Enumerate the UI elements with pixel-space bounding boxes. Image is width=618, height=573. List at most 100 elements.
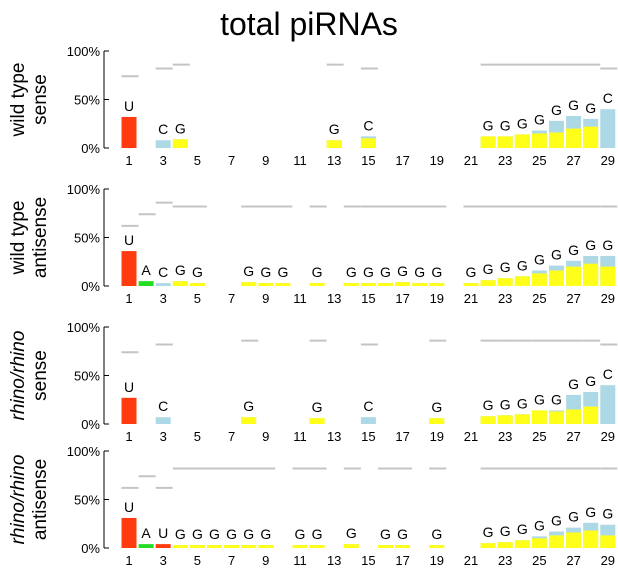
bar-secondary <box>189 283 205 286</box>
bar-main <box>138 281 154 286</box>
nucleotide-label: G <box>568 242 579 258</box>
nucleotide-label: G <box>312 526 323 542</box>
x-tick-label: 27 <box>566 291 580 306</box>
y-tick-label: 0% <box>81 417 100 432</box>
bar-secondary <box>241 545 257 548</box>
bar-secondary <box>309 418 325 424</box>
bar-secondary <box>497 278 513 286</box>
nucleotide-label: G <box>602 237 613 253</box>
x-tick-label: 23 <box>498 553 512 568</box>
x-tick-label: 11 <box>293 429 307 444</box>
nucleotide-label: G <box>312 264 323 280</box>
bar-secondary <box>480 543 496 548</box>
y-tick-label: 50% <box>74 93 100 108</box>
bar-secondary <box>497 136 513 148</box>
x-tick-label: 13 <box>327 291 341 306</box>
panel-label-line: antisense <box>30 197 51 278</box>
nucleotide-label: G <box>175 262 186 278</box>
x-tick-label: 29 <box>601 429 615 444</box>
y-tick-label: 50% <box>74 369 100 384</box>
nucleotide-label: G <box>260 526 271 542</box>
nucleotide-label: G <box>346 525 357 541</box>
nucleotide-label: G <box>585 237 596 253</box>
nucleotide-label: G <box>466 264 477 280</box>
nucleotide-label: A <box>141 525 151 541</box>
nucleotide-label: C <box>158 264 168 280</box>
x-tick-label: 25 <box>532 553 546 568</box>
nucleotide-label: G <box>551 391 562 407</box>
nucleotide-label: C <box>158 121 168 137</box>
bar-secondary <box>566 532 582 548</box>
nucleotide-label: C <box>158 398 168 414</box>
x-tick-label: 21 <box>464 153 478 168</box>
nucleotide-label: G <box>226 526 237 542</box>
x-tick-label: 23 <box>498 153 512 168</box>
bar-secondary <box>309 545 325 548</box>
x-tick-label: 23 <box>498 291 512 306</box>
x-tick-label: 3 <box>160 291 167 306</box>
nucleotide-label: C <box>363 398 373 414</box>
bar-secondary <box>343 283 359 286</box>
nucleotide-label: G <box>414 264 425 280</box>
bar-secondary <box>309 283 325 286</box>
x-tick-label: 5 <box>194 429 201 444</box>
bar-secondary <box>241 282 257 286</box>
x-tick-label: 29 <box>601 553 615 568</box>
y-tick-label: 100% <box>67 320 101 335</box>
chart-title: total piRNAs <box>220 6 398 42</box>
bar-secondary <box>549 411 564 424</box>
nucleotide-label: G <box>175 526 186 542</box>
bar-secondary <box>514 540 530 548</box>
nucleotide-label: G <box>483 261 494 277</box>
nucleotide-label: U <box>124 379 134 395</box>
x-tick-label: 17 <box>395 291 409 306</box>
x-tick-label: 15 <box>361 291 375 306</box>
nucleotide-label: C <box>603 90 613 106</box>
panel-label-line: antisense <box>30 459 51 540</box>
x-tick-label: 3 <box>160 553 167 568</box>
nucleotide-label: G <box>243 398 254 414</box>
nucleotide-label: G <box>568 376 579 392</box>
x-tick-label: 13 <box>327 429 341 444</box>
bar-secondary <box>531 538 547 548</box>
bar-secondary <box>172 139 188 148</box>
y-tick-label: 100% <box>67 182 101 197</box>
x-tick-label: 27 <box>566 153 580 168</box>
nucleotide-label: G <box>500 259 511 275</box>
x-tick-label: 1 <box>125 153 132 168</box>
panel-label: rhino/rhino antisense <box>8 455 51 545</box>
x-tick-label: 23 <box>498 429 512 444</box>
bar-secondary <box>224 545 240 548</box>
bar-secondary <box>531 410 547 424</box>
panel-label: wild type sense <box>8 63 51 138</box>
bar-main <box>600 385 616 424</box>
bar-secondary <box>480 280 496 286</box>
bar-main <box>121 251 137 286</box>
nucleotide-label: G <box>585 373 596 389</box>
nucleotide-label: G <box>500 396 511 412</box>
y-tick-label: 50% <box>74 231 100 246</box>
nucleotide-label: U <box>124 499 134 515</box>
x-tick-label: 13 <box>327 153 341 168</box>
nucleotide-label: U <box>124 98 134 114</box>
bar-secondary <box>583 530 599 548</box>
y-tick-label: 0% <box>81 541 100 556</box>
bar-secondary <box>429 545 445 548</box>
y-tick-label: 50% <box>74 493 100 508</box>
x-tick-label: 3 <box>160 153 167 168</box>
nucleotide-label: G <box>568 509 579 525</box>
x-tick-label: 9 <box>262 153 269 168</box>
x-tick-label: 5 <box>194 291 201 306</box>
nucleotide-label: G <box>243 263 254 279</box>
x-tick-label: 19 <box>430 291 444 306</box>
bar-secondary <box>429 418 445 424</box>
bar-secondary <box>566 409 582 424</box>
nucleotide-label: G <box>483 397 494 413</box>
x-tick-label: 5 <box>194 153 201 168</box>
nucleotide-label: G <box>517 115 528 131</box>
panel-label-line: wild type <box>8 63 29 138</box>
x-tick-label: 11 <box>293 291 307 306</box>
bar-secondary <box>583 406 599 424</box>
